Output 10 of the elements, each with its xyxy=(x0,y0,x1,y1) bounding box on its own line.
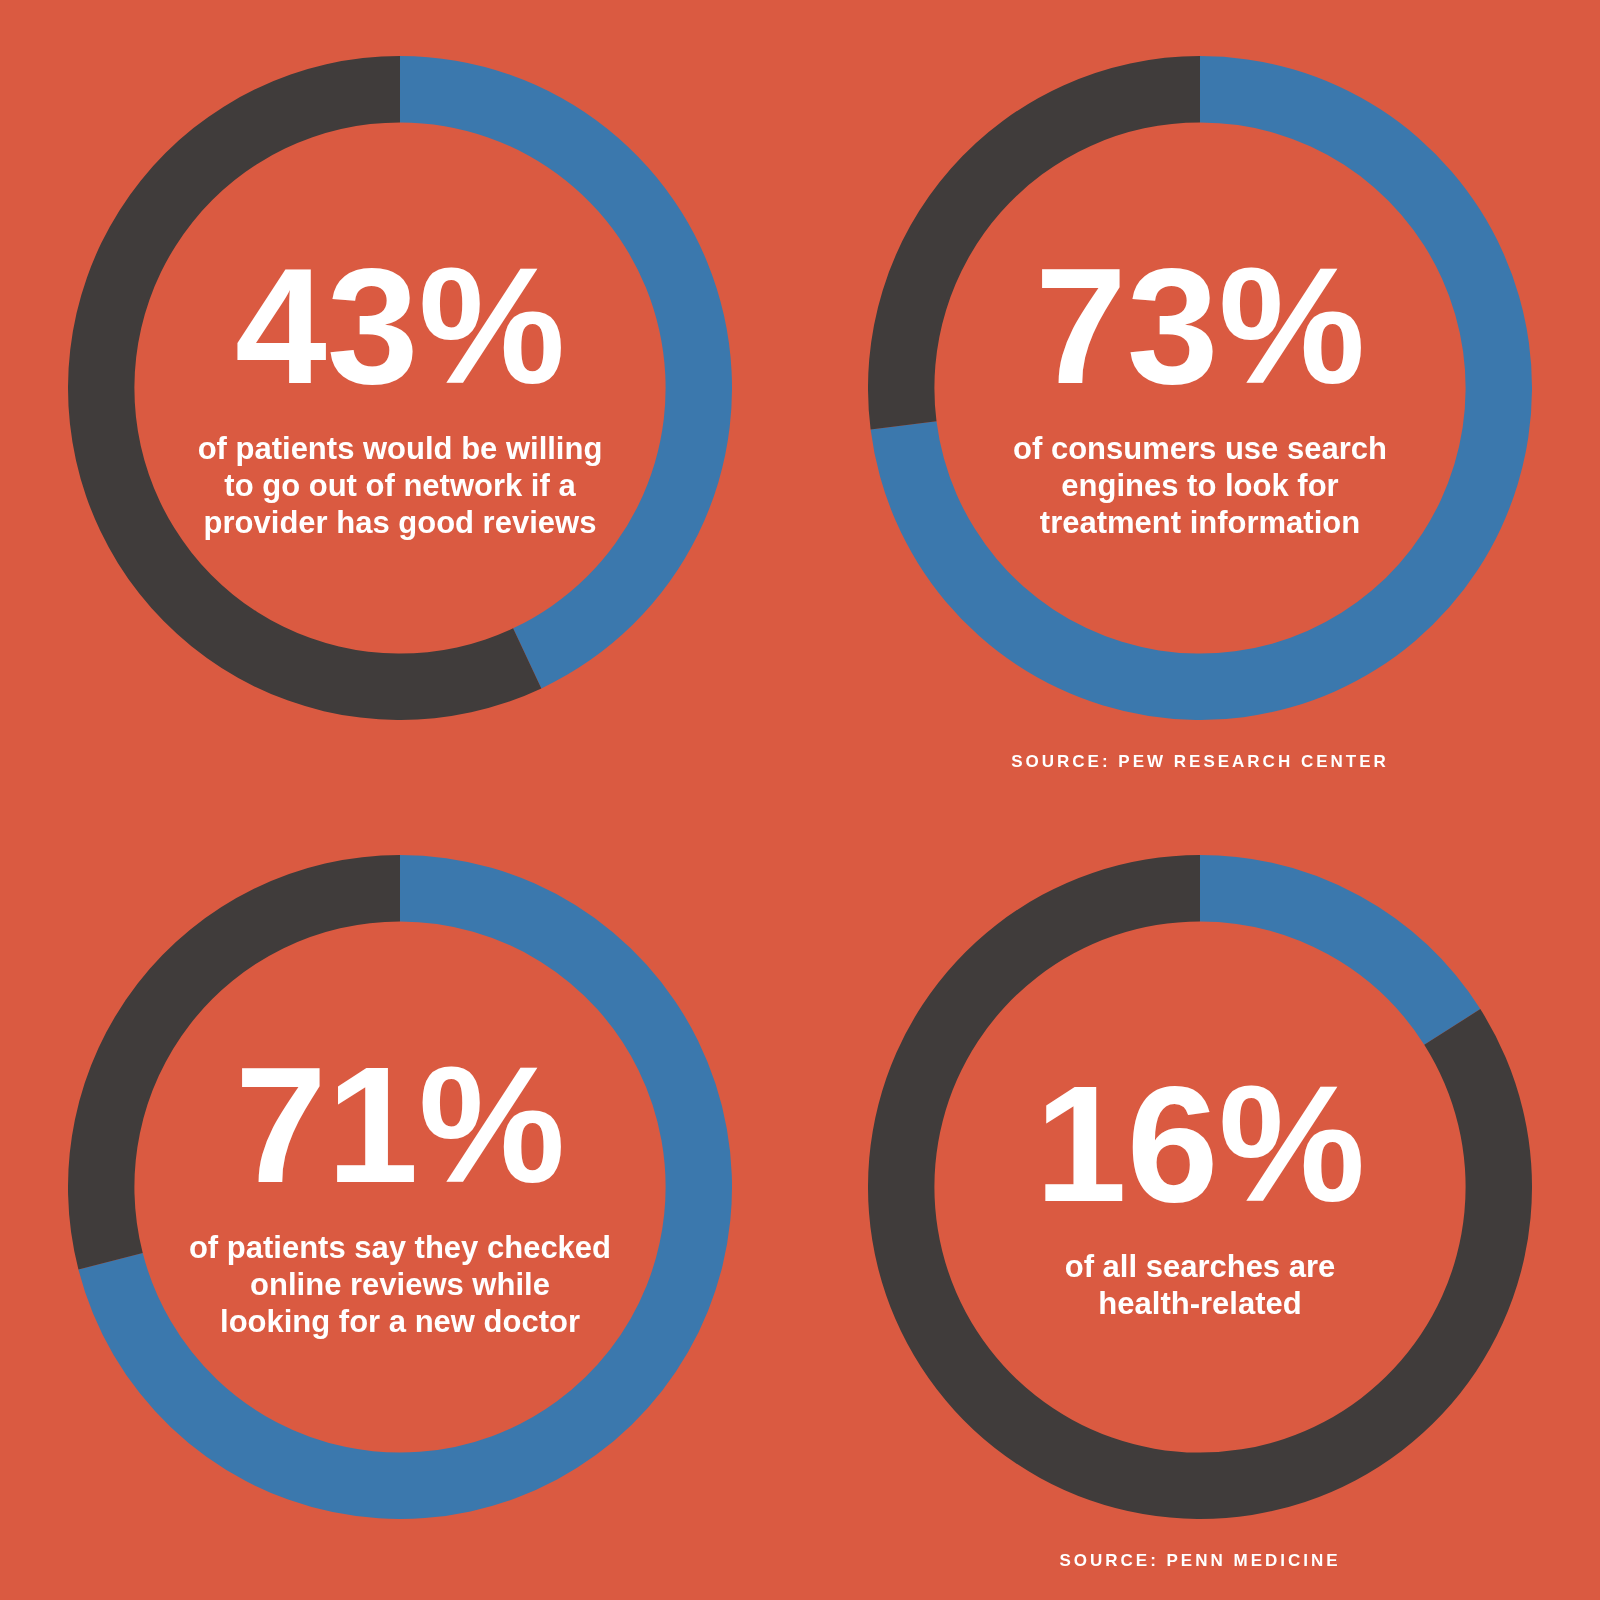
text: of patients say they checked online reviews while looking for a new doctor xyxy=(187,1228,613,1340)
data-label: 71% xyxy=(234,1033,566,1218)
text: of consumers use search engines to look for treatment information xyxy=(1012,429,1388,541)
text: of all searches are health-related xyxy=(1063,1247,1337,1322)
text: of patients would be willing to go out of network if a provider has good reviews xyxy=(196,429,604,541)
source-note: SOURCE: PEW RESEARCH CENTER xyxy=(1010,751,1390,773)
data-label: 73% xyxy=(1034,234,1366,419)
source-note: SOURCE: PENN MEDICINE xyxy=(1058,1550,1342,1572)
data-label: 43% xyxy=(234,234,566,419)
data-label: 16% xyxy=(1034,1052,1366,1237)
